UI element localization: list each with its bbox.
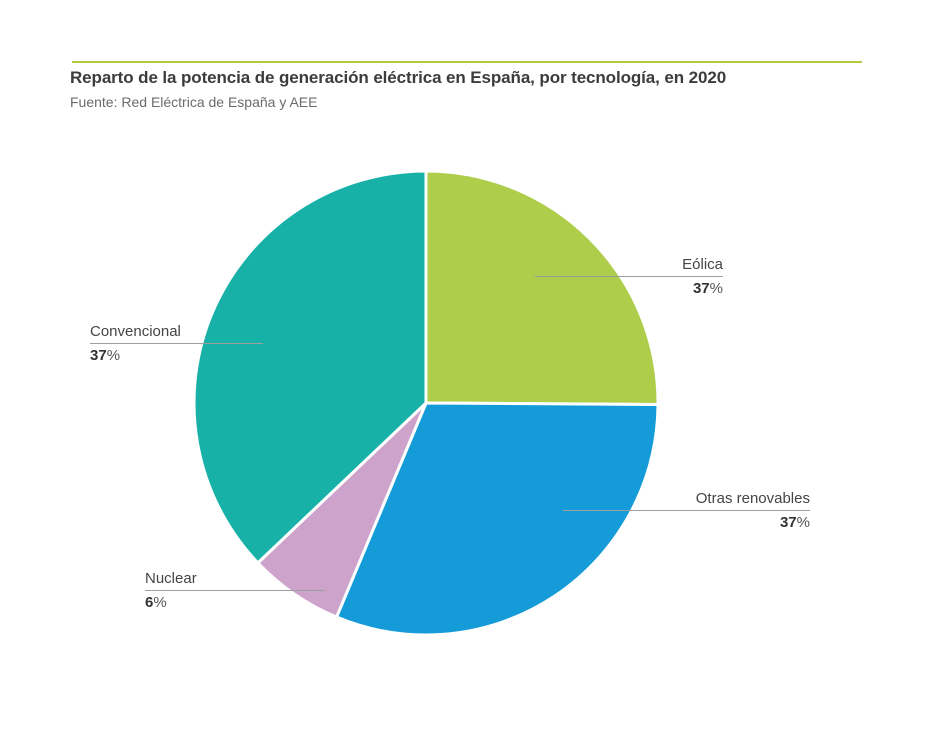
slice-percentage: 6% xyxy=(145,594,167,611)
slice-percentage: 37% xyxy=(692,280,723,297)
slice-label-text: Nuclear xyxy=(145,570,325,591)
accent-rule xyxy=(72,61,862,63)
slice-label-nuclear: Nuclear 6% xyxy=(145,570,325,611)
slice-label-text: Convencional xyxy=(90,323,263,344)
pie-slice-eolica xyxy=(424,169,660,406)
slice-label-text: Otras renovables xyxy=(563,490,810,511)
slice-label-otras-renovables: Otras renovables 37% xyxy=(563,490,810,531)
chart-source: Fuente: Red Eléctrica de España y AEE xyxy=(70,94,318,110)
slice-label-text: Eólica xyxy=(535,256,723,277)
slice-label-eolica: Eólica 37% xyxy=(535,256,723,297)
slice-percentage: 37% xyxy=(90,347,121,364)
slice-percentage: 37% xyxy=(779,514,810,531)
pie-slice-convencional xyxy=(192,169,428,565)
chart-title: Reparto de la potencia de generación elé… xyxy=(70,68,727,87)
pie-slice-otras-renovables xyxy=(335,401,660,637)
slice-label-convencional: Convencional 37% xyxy=(90,323,263,364)
